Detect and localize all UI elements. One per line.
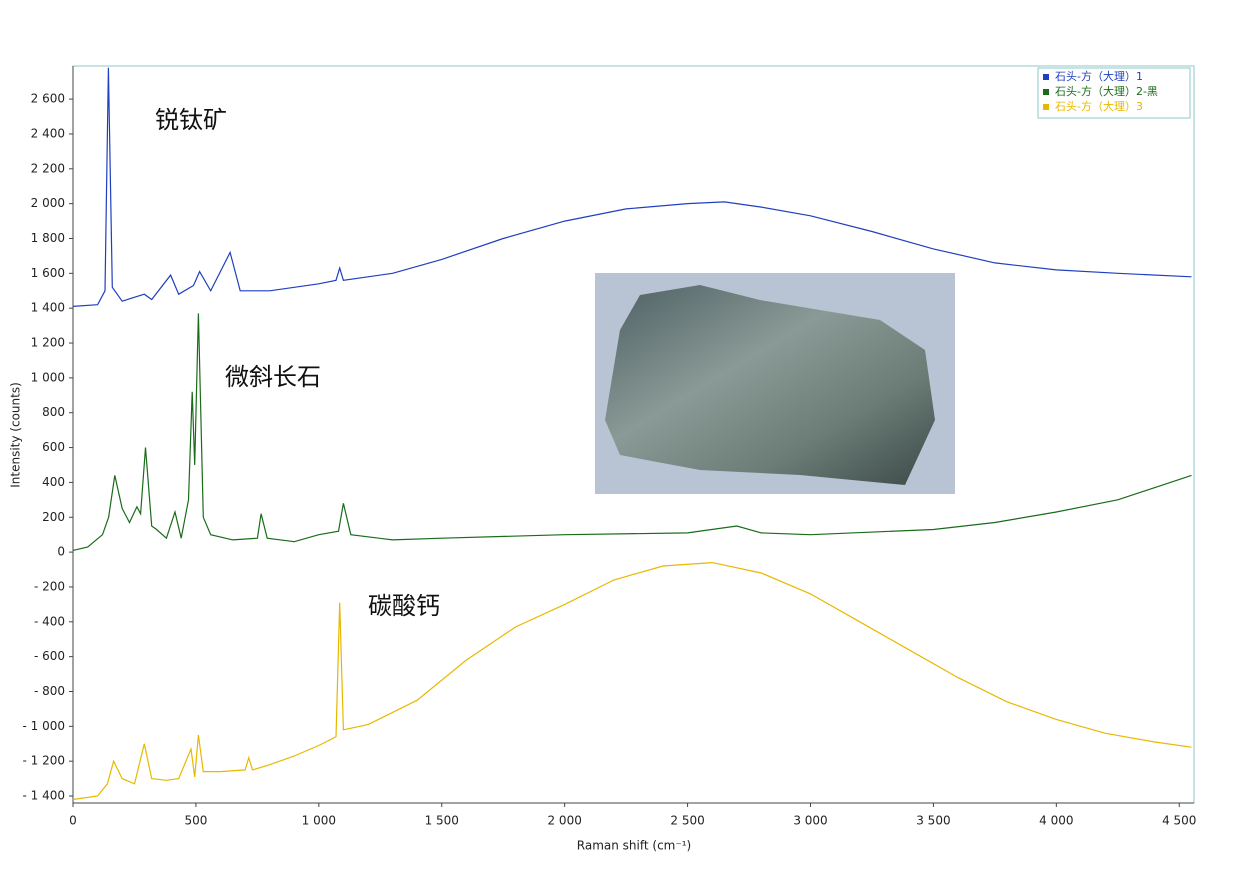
y-tick-label: 600 — [42, 440, 65, 454]
legend-label: 石头-方（大理）1 — [1055, 69, 1143, 83]
x-axis-label: Raman shift (cm⁻¹) — [577, 839, 691, 853]
y-tick-label: - 800 — [34, 684, 65, 698]
series-line — [72, 561, 1192, 801]
rock — [605, 285, 935, 485]
x-tick-label: 1 000 — [302, 814, 336, 828]
y-tick-label: 2 200 — [31, 161, 65, 175]
annotation: 锐钛矿 — [155, 106, 227, 134]
legend-label: 石头-方（大理）3 — [1055, 99, 1143, 113]
y-tick-label: - 1 400 — [23, 789, 66, 803]
y-tick-label: 400 — [42, 475, 65, 489]
y-tick-label: 1 800 — [31, 231, 65, 245]
x-tick-label: 3 500 — [916, 814, 950, 828]
legend — [1037, 67, 1191, 119]
x-tick-label: 2 000 — [547, 814, 581, 828]
y-tick-label: 2 000 — [31, 196, 65, 210]
y-tick-label: 200 — [42, 510, 65, 524]
legend-swatch — [1043, 89, 1049, 95]
y-tick-label: 1 400 — [31, 301, 65, 315]
y-tick-label: - 600 — [34, 649, 65, 663]
x-tick-label: 0 — [69, 814, 77, 828]
x-tick-label: 3 000 — [793, 814, 827, 828]
y-tick-label: 1 600 — [31, 266, 65, 280]
y-tick-label: 2 400 — [31, 126, 65, 140]
y-tick-label: - 400 — [34, 614, 65, 628]
x-tick-label: 2 500 — [670, 814, 704, 828]
series-line — [72, 313, 1192, 551]
y-tick-label: 1 200 — [31, 336, 65, 350]
x-tick-label: 4 000 — [1039, 814, 1073, 828]
y-tick-label: - 200 — [34, 579, 65, 593]
x-tick-label: 500 — [184, 814, 207, 828]
y-tick-label: 800 — [42, 405, 65, 419]
legend-swatch — [1043, 74, 1049, 80]
x-tick-label: 1 500 — [425, 814, 459, 828]
y-tick-label: 0 — [57, 545, 65, 559]
annotation: 微斜长石 — [225, 363, 321, 391]
series-line — [72, 67, 1192, 307]
y-tick-label: 1 000 — [31, 370, 65, 384]
y-tick-label: 2 600 — [31, 92, 65, 106]
y-axis-label: Intensity (counts) — [9, 382, 23, 488]
annotation: 碳酸钙 — [368, 592, 440, 620]
y-tick-label: - 1 200 — [23, 754, 66, 768]
y-tick-label: - 1 000 — [23, 719, 66, 733]
legend-swatch — [1043, 104, 1049, 110]
x-tick-label: 4 500 — [1162, 814, 1196, 828]
legend-label: 石头-方（大理）2-黑 — [1055, 84, 1158, 98]
